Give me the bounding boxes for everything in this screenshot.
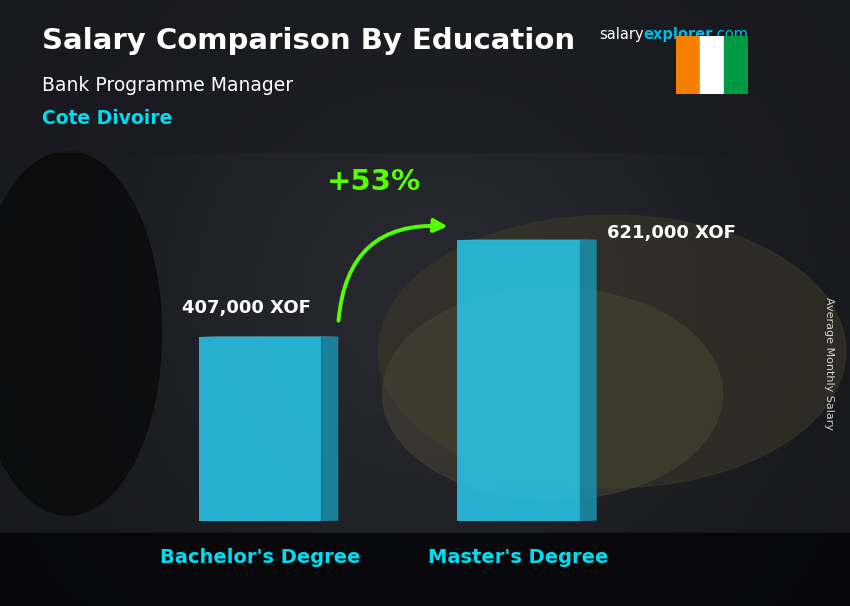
Text: Cote Divoire: Cote Divoire [42, 109, 173, 128]
Text: explorer: explorer [643, 27, 713, 42]
Bar [457, 240, 580, 521]
Ellipse shape [378, 215, 846, 488]
Ellipse shape [382, 288, 722, 500]
Text: Bachelor's Degree: Bachelor's Degree [160, 548, 360, 567]
Text: 407,000 XOF: 407,000 XOF [182, 299, 311, 317]
Polygon shape [580, 239, 597, 521]
Text: +53%: +53% [327, 168, 421, 196]
Text: Salary Comparison By Education: Salary Comparison By Education [42, 27, 575, 55]
Text: .com: .com [712, 27, 748, 42]
Polygon shape [321, 336, 338, 521]
Text: Bank Programme Manager: Bank Programme Manager [42, 76, 293, 95]
Bar [199, 337, 321, 521]
Text: salary: salary [599, 27, 644, 42]
Text: Master's Degree: Master's Degree [428, 548, 609, 567]
Bar [0, 0, 850, 152]
Text: Average Monthly Salary: Average Monthly Salary [824, 297, 834, 430]
Bar [0, 533, 850, 606]
Text: 621,000 XOF: 621,000 XOF [607, 224, 736, 242]
Bar [676, 36, 700, 94]
Bar [700, 36, 724, 94]
Bar [724, 36, 748, 94]
Ellipse shape [0, 152, 162, 515]
